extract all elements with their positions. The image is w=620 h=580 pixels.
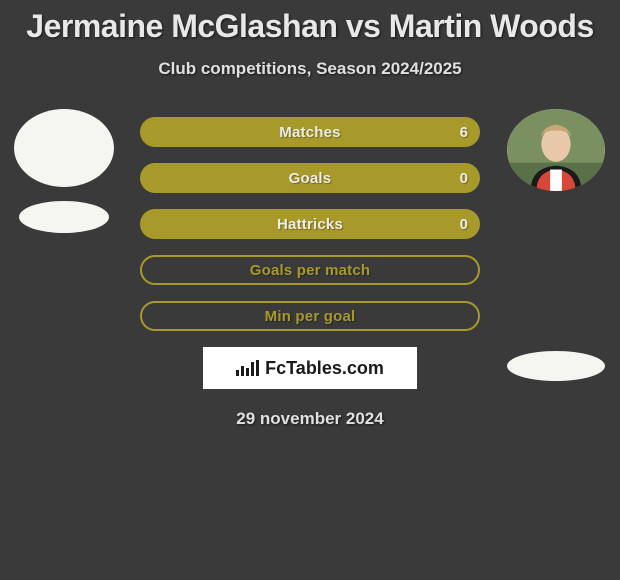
left-player-club-badge [19, 201, 109, 233]
right-player-column [498, 109, 614, 221]
stat-right-value: 0 [460, 170, 468, 187]
right-player-club-badge [507, 351, 605, 381]
right-player-avatar [507, 109, 605, 191]
stat-bar-min-per-goal: Min per goal [140, 301, 480, 331]
stat-right-value: 6 [460, 124, 468, 141]
page-title: Jermaine McGlashan vs Martin Woods [0, 8, 620, 45]
logo-badge: FcTables.com [203, 347, 417, 389]
player-photo-icon [507, 109, 605, 191]
main-area: Matches 6 Goals 0 Hattricks 0 Goals per … [0, 115, 620, 429]
stat-bar-matches: Matches 6 [140, 117, 480, 147]
stat-label: Hattricks [277, 216, 343, 233]
stat-bars: Matches 6 Goals 0 Hattricks 0 Goals per … [140, 115, 480, 331]
logo-text: FcTables.com [265, 358, 384, 379]
left-player-column [6, 109, 122, 233]
bar-chart-icon [236, 360, 259, 376]
stat-label: Matches [279, 124, 340, 141]
stat-bar-hattricks: Hattricks 0 [140, 209, 480, 239]
stat-label: Min per goal [265, 308, 356, 325]
stat-label: Goals per match [250, 262, 371, 279]
stat-bar-goals-per-match: Goals per match [140, 255, 480, 285]
subtitle: Club competitions, Season 2024/2025 [0, 59, 620, 79]
stat-label: Goals [289, 170, 332, 187]
stat-bar-goals: Goals 0 [140, 163, 480, 193]
comparison-card: Jermaine McGlashan vs Martin Woods Club … [0, 0, 620, 429]
stat-right-value: 0 [460, 216, 468, 233]
left-player-avatar [14, 109, 114, 187]
date-text: 29 november 2024 [0, 409, 620, 429]
